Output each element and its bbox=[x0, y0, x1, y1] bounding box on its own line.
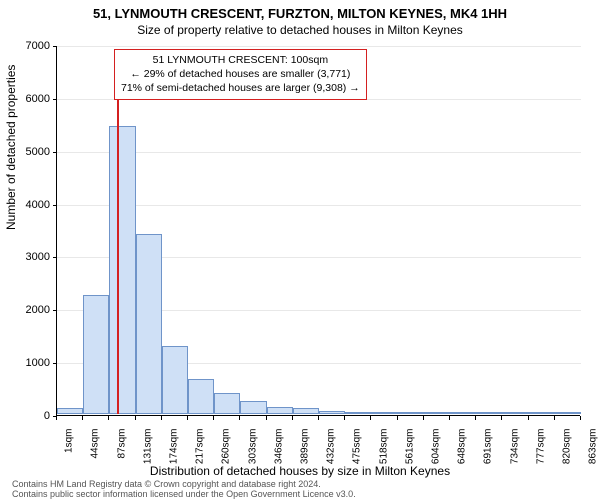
ytick-mark bbox=[53, 205, 57, 206]
ytick-mark bbox=[53, 152, 57, 153]
annotation-box: 51 LYNMOUTH CRESCENT: 100sqm← 29% of det… bbox=[114, 49, 367, 100]
histogram-bar bbox=[188, 379, 214, 414]
plot-area bbox=[56, 46, 580, 416]
histogram-bar bbox=[424, 412, 450, 414]
reference-line bbox=[117, 81, 119, 414]
xtick-mark bbox=[266, 416, 267, 420]
histogram-chart: 010002000300040005000600070001sqm44sqm87… bbox=[56, 46, 580, 416]
xtick-mark bbox=[213, 416, 214, 420]
ytick-label: 0 bbox=[10, 410, 50, 422]
gridline bbox=[57, 152, 581, 153]
ytick-label: 7000 bbox=[10, 40, 50, 52]
annotation-line: ← 29% of detached houses are smaller (3,… bbox=[121, 67, 360, 81]
histogram-bar bbox=[371, 412, 397, 414]
histogram-bar bbox=[345, 412, 371, 414]
xtick-mark bbox=[344, 416, 345, 420]
histogram-bar bbox=[136, 234, 162, 414]
xtick-mark bbox=[56, 416, 57, 420]
xtick-mark bbox=[318, 416, 319, 420]
histogram-bar bbox=[398, 412, 424, 414]
histogram-bar bbox=[555, 412, 581, 414]
histogram-bar bbox=[293, 408, 319, 414]
xtick-mark bbox=[239, 416, 240, 420]
histogram-bar bbox=[529, 412, 555, 414]
chart-title: 51, LYNMOUTH CRESCENT, FURZTON, MILTON K… bbox=[0, 0, 600, 21]
xtick-mark bbox=[528, 416, 529, 420]
histogram-bar bbox=[109, 126, 135, 414]
ytick-label: 2000 bbox=[10, 304, 50, 316]
histogram-bar bbox=[267, 407, 293, 414]
gridline bbox=[57, 205, 581, 206]
x-axis-label: Distribution of detached houses by size … bbox=[0, 464, 600, 478]
xtick-mark bbox=[135, 416, 136, 420]
histogram-bar bbox=[319, 411, 345, 414]
histogram-bar bbox=[162, 346, 188, 414]
histogram-bar bbox=[214, 393, 240, 414]
annotation-line: 71% of semi-detached houses are larger (… bbox=[121, 81, 360, 95]
xtick-mark bbox=[108, 416, 109, 420]
annotation-line: 51 LYNMOUTH CRESCENT: 100sqm bbox=[121, 53, 360, 67]
ytick-label: 6000 bbox=[10, 93, 50, 105]
xtick-mark bbox=[449, 416, 450, 420]
xtick-mark bbox=[370, 416, 371, 420]
xtick-mark bbox=[187, 416, 188, 420]
xtick-mark bbox=[292, 416, 293, 420]
ytick-mark bbox=[53, 363, 57, 364]
ytick-mark bbox=[53, 46, 57, 47]
chart-subtitle: Size of property relative to detached ho… bbox=[0, 21, 600, 37]
xtick-mark bbox=[423, 416, 424, 420]
histogram-bar bbox=[502, 412, 528, 414]
attribution: Contains HM Land Registry data © Crown c… bbox=[12, 480, 356, 500]
histogram-bar bbox=[476, 412, 502, 414]
histogram-bar bbox=[83, 295, 109, 414]
xtick-mark bbox=[580, 416, 581, 420]
xtick-mark bbox=[501, 416, 502, 420]
attribution-line: Contains public sector information licen… bbox=[12, 490, 356, 500]
xtick-mark bbox=[554, 416, 555, 420]
ytick-label: 4000 bbox=[10, 199, 50, 211]
gridline bbox=[57, 46, 581, 47]
ytick-label: 1000 bbox=[10, 357, 50, 369]
ytick-mark bbox=[53, 310, 57, 311]
histogram-bar bbox=[240, 401, 266, 414]
ytick-label: 3000 bbox=[10, 251, 50, 263]
xtick-mark bbox=[475, 416, 476, 420]
xtick-mark bbox=[397, 416, 398, 420]
xtick-mark bbox=[161, 416, 162, 420]
histogram-bar bbox=[57, 408, 83, 414]
ytick-mark bbox=[53, 257, 57, 258]
histogram-bar bbox=[450, 412, 476, 414]
ytick-label: 5000 bbox=[10, 146, 50, 158]
ytick-mark bbox=[53, 99, 57, 100]
xtick-mark bbox=[82, 416, 83, 420]
